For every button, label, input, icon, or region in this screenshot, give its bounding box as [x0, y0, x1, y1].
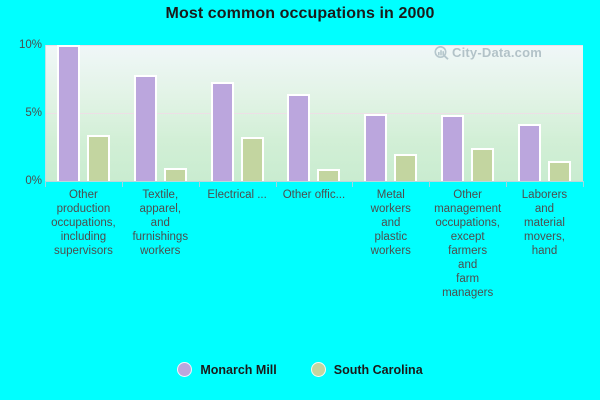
x-axis-tick	[121, 181, 123, 187]
bar-group	[199, 45, 276, 181]
chart-legend: Monarch Mill South Carolina	[0, 362, 600, 377]
legend-item[interactable]: Monarch Mill	[177, 362, 277, 377]
bar-monarch-mill[interactable]	[441, 115, 465, 181]
x-axis-ticks	[45, 181, 584, 187]
x-axis-labels: Other production occupations, including …	[45, 188, 583, 313]
bar-monarch-mill[interactable]	[133, 74, 157, 181]
x-axis-tick	[429, 181, 431, 187]
y-tick-label: 0%	[25, 175, 42, 187]
x-axis-label: Laborers and material movers, hand	[521, 189, 568, 257]
legend-swatch-monarch-mill	[177, 362, 193, 377]
watermark: City-Data.com	[434, 45, 542, 60]
x-axis-label: Textile, apparel, and furnishings worker…	[132, 189, 189, 257]
bar-monarch-mill[interactable]	[517, 123, 541, 181]
x-axis-tick	[45, 181, 46, 187]
watermark-text: City-Data.com	[452, 45, 543, 60]
bar-group	[122, 45, 199, 181]
bar-group	[429, 45, 506, 181]
x-axis-label: Electrical ...	[207, 189, 267, 201]
bar-south-carolina[interactable]	[394, 153, 418, 181]
y-tick-label: 10%	[18, 39, 42, 51]
bar-group	[276, 45, 353, 181]
chart-title: Most common occupations in 2000	[165, 5, 435, 22]
bar-south-carolina[interactable]	[163, 168, 187, 181]
x-axis-label: Other production occupations, including …	[51, 189, 116, 257]
x-axis-label: Other management occupations, except far…	[434, 189, 502, 299]
bar-south-carolina[interactable]	[471, 148, 495, 181]
legend-swatch-south-carolina	[310, 362, 326, 377]
x-axis-label: Metal workers and plastic workers	[370, 189, 411, 257]
y-tick-label: 5%	[25, 107, 42, 119]
bar-south-carolina[interactable]	[86, 134, 110, 181]
y-axis: 0% 5% 10%	[0, 0, 42, 400]
bar-south-carolina[interactable]	[317, 168, 341, 181]
y-axis-line	[45, 45, 46, 182]
gridline-10pct	[45, 45, 583, 46]
magnifier-bars-icon	[434, 45, 449, 60]
bar-monarch-mill[interactable]	[56, 45, 80, 181]
x-axis-label: Other offic...	[282, 189, 346, 201]
x-axis-tick	[583, 181, 584, 187]
bar-monarch-mill[interactable]	[287, 93, 311, 181]
x-axis-line	[45, 181, 583, 182]
x-axis-tick	[352, 181, 354, 187]
gridline-5pct	[45, 113, 583, 114]
bar-south-carolina[interactable]	[547, 160, 571, 181]
bar-groups	[45, 45, 583, 181]
legend-label: South Carolina	[333, 362, 423, 377]
bar-south-carolina[interactable]	[240, 137, 264, 181]
x-axis-tick	[506, 181, 508, 187]
legend-item[interactable]: South Carolina	[310, 362, 423, 377]
bar-group	[352, 45, 429, 181]
x-axis-tick	[198, 181, 200, 187]
bar-monarch-mill[interactable]	[210, 81, 234, 181]
bar-group	[45, 45, 122, 181]
legend-label: Monarch Mill	[200, 362, 277, 377]
bar-monarch-mill[interactable]	[364, 114, 388, 181]
x-axis-tick	[275, 181, 277, 187]
bar-group	[506, 45, 583, 181]
